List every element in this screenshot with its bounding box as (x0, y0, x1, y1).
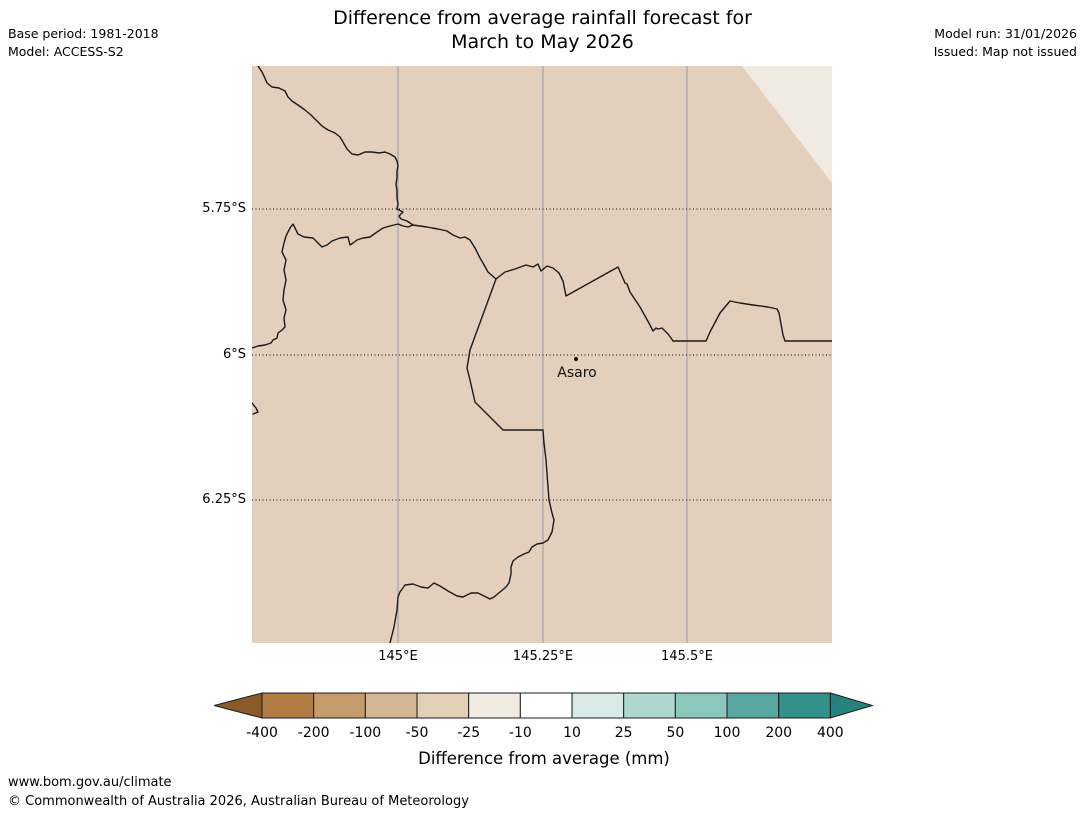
legend-segment (364, 692, 418, 719)
legend-tick-label: -400 (246, 725, 278, 741)
model-run-text: Model run: 31/01/2026 (934, 26, 1077, 41)
legend-segment (726, 692, 780, 719)
forecast-map: Asaro (251, 65, 833, 644)
legend-segment (778, 692, 831, 719)
legend-segment (623, 692, 676, 719)
footer-url: www.bom.gov.au/climate (8, 775, 172, 790)
page-title-line1: Difference from average rainfall forecas… (333, 7, 752, 29)
legend-tick-labels: -400 -200 -100 -50 -25 -10 10 25 50 100 200 400 (214, 725, 874, 743)
legend-segment (261, 692, 315, 719)
model-text: Model: ACCESS-S2 (8, 44, 124, 59)
lon-tick-145-5e: 145.5°E (661, 649, 713, 664)
legend-arrow-right (829, 692, 875, 719)
legend-tick-label: 25 (614, 725, 633, 741)
boundary-west-ridge (251, 223, 497, 349)
lon-tick-145e: 145°E (378, 649, 418, 664)
latitude-gridlines (252, 208, 832, 501)
legend-arrow-left (212, 692, 263, 719)
lon-tick-145-25e: 145.25°E (512, 649, 574, 664)
boundary-west-fragment (251, 402, 259, 415)
lat-tick-6-25s: 6.25°S (202, 492, 246, 507)
legend-tick-label: -200 (297, 725, 330, 741)
legend-segment (468, 692, 521, 719)
legend-tick-label: -100 (349, 725, 382, 741)
map-canvas (251, 65, 833, 644)
boundary-northwest (257, 65, 414, 226)
legend-tick-label: 400 (816, 725, 844, 741)
legend-segment (674, 692, 728, 719)
map-land-fill (252, 66, 832, 643)
legend-segment (313, 692, 366, 719)
lat-tick-6s: 6°S (222, 347, 246, 362)
legend-segment (416, 692, 470, 719)
base-period-text: Base period: 1981-2018 (8, 26, 159, 41)
legend-tick-label: 100 (713, 725, 741, 741)
footer-copyright: © Commonwealth of Australia 2026, Austra… (8, 794, 469, 809)
legend-tick-label: 50 (666, 725, 685, 741)
asaro-place-label: Asaro (557, 365, 597, 381)
map-land-light-region (742, 66, 832, 183)
legend-tick-label: 10 (563, 725, 581, 741)
legend-tick-label: -25 (457, 725, 481, 741)
legend-tick-label: -10 (508, 725, 532, 741)
legend-segment (571, 692, 625, 719)
page-title-line2: March to May 2026 (451, 31, 634, 53)
legend-segment (519, 692, 573, 719)
legend-tick-label: -50 (405, 725, 429, 741)
color-scale-legend: -400 -200 -100 -50 -25 -10 10 25 50 100 200 400 Dif… (212, 692, 875, 768)
legend-tick-label: 200 (765, 725, 793, 741)
boundary-east (495, 263, 833, 342)
asaro-marker-dot (574, 357, 578, 361)
district-boundaries (251, 65, 833, 644)
lat-tick-5-75s: 5.75°S (202, 201, 246, 216)
issued-text: Issued: Map not issued (933, 44, 1077, 59)
boundary-south (389, 278, 555, 644)
legend-caption: Difference from average (mm) (418, 749, 670, 768)
color-scale-bar (212, 692, 875, 719)
